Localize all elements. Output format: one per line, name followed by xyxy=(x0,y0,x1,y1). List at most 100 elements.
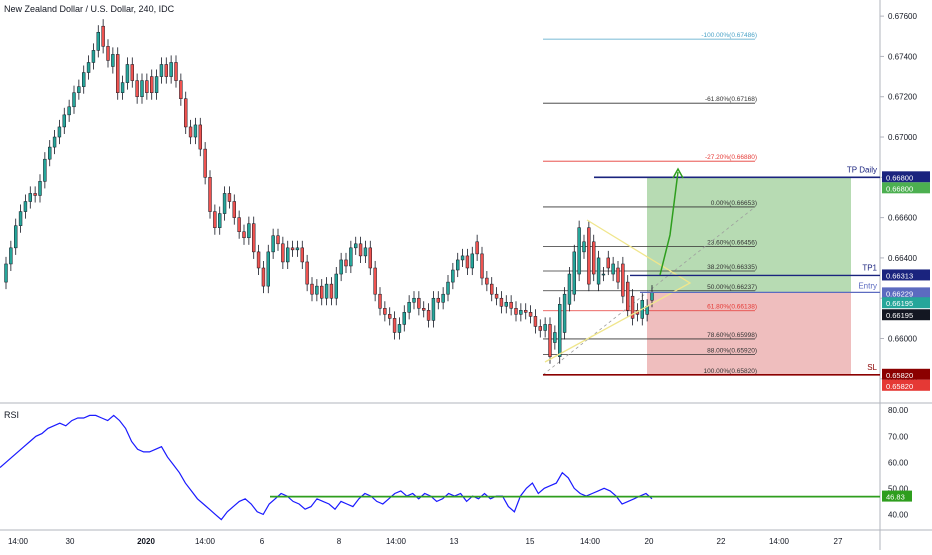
projection-arrow-head xyxy=(672,167,684,179)
candle-body xyxy=(460,255,465,261)
candle-body xyxy=(402,312,406,325)
candle-body xyxy=(553,332,557,343)
candle-body xyxy=(436,297,440,303)
candle-body xyxy=(208,177,212,212)
candle-body xyxy=(174,62,178,81)
fib-level-label: 50.00%(0.66237) xyxy=(707,284,757,291)
candle-body xyxy=(57,126,62,138)
price-axis-tick-label: 0.67000 xyxy=(888,133,917,142)
tp1-label: TP1 xyxy=(862,263,877,272)
candle-body xyxy=(349,247,353,267)
time-axis-tick-label: 14:00 xyxy=(386,537,407,546)
candle-body xyxy=(48,146,52,160)
rsi-panel-label: RSI xyxy=(4,410,20,420)
candle-body xyxy=(363,247,368,257)
candle-body xyxy=(106,46,110,61)
candle-body xyxy=(524,310,528,313)
candle-body xyxy=(494,293,499,299)
candle-body xyxy=(276,235,280,245)
candle-body xyxy=(281,243,285,263)
price-tag-label: 0.66800 xyxy=(886,184,913,193)
rsi-level-tag-label: 46.83 xyxy=(886,493,905,502)
candle-body xyxy=(227,193,232,202)
candle-body xyxy=(116,54,120,93)
candle-body xyxy=(82,72,86,87)
candle-body xyxy=(475,241,479,255)
candle-body xyxy=(582,241,586,253)
candle-body xyxy=(596,257,601,285)
candle-body xyxy=(77,86,81,93)
candle-body xyxy=(28,193,32,202)
time-axis-tick-label: 22 xyxy=(717,537,726,546)
fib-level-label: 0.00%(0.66653) xyxy=(711,200,757,207)
candle-body xyxy=(9,247,13,265)
candle-body xyxy=(290,247,295,251)
candle-body xyxy=(62,114,66,128)
tp-daily-label: TP Daily xyxy=(847,165,877,174)
candle-body xyxy=(125,64,130,83)
time-axis-tick-label: 15 xyxy=(526,537,535,546)
rsi-axis-tick-label: 70.00 xyxy=(888,432,909,441)
candle-body xyxy=(412,297,416,303)
candle-body xyxy=(621,263,625,297)
candle-body xyxy=(130,64,134,81)
candle-body xyxy=(242,231,246,239)
fib-level-label: 23.60%(0.66456) xyxy=(707,240,757,247)
time-axis-tick-label: 14:00 xyxy=(580,537,601,546)
candle-body xyxy=(592,241,596,275)
price-tag xyxy=(882,368,930,380)
candle-body xyxy=(159,64,164,77)
candle-body xyxy=(465,255,470,269)
price-axis-tick-label: 0.66400 xyxy=(888,254,917,263)
entry-label: Entry xyxy=(858,281,877,290)
candle-body xyxy=(203,148,207,178)
time-axis-tick-label: 2020 xyxy=(137,537,155,546)
candle-body xyxy=(72,92,76,108)
candle-body xyxy=(567,273,572,305)
price-axis-tick-label: 0.66600 xyxy=(888,214,917,223)
candle-body xyxy=(417,297,421,309)
time-axis-tick-label: 30 xyxy=(66,537,75,546)
price-axis-tick-label: 0.67600 xyxy=(888,12,917,21)
candle-body xyxy=(232,201,236,218)
candle-body xyxy=(101,25,105,47)
candle-body xyxy=(354,243,358,249)
candle-body xyxy=(470,253,474,269)
candle-body xyxy=(441,293,445,303)
time-axis-tick-label: 6 xyxy=(260,537,265,546)
price-tag xyxy=(882,379,930,391)
time-axis-tick-label: 13 xyxy=(450,537,459,546)
candle-body xyxy=(431,297,436,321)
candle-body xyxy=(324,283,329,299)
candle-body xyxy=(451,269,455,283)
price-tag xyxy=(882,297,930,309)
candle-body xyxy=(485,277,489,285)
candle-body xyxy=(188,126,193,138)
time-axis-tick-label: 14:00 xyxy=(8,537,29,546)
price-tag-label: 0.65820 xyxy=(886,382,913,391)
candle-body xyxy=(52,136,57,148)
candle-body xyxy=(426,310,431,321)
candle-body xyxy=(509,302,513,309)
triangle-pattern xyxy=(544,219,692,363)
rsi-level-tag xyxy=(882,490,912,502)
candle-body xyxy=(86,62,91,73)
candle-body xyxy=(504,302,508,307)
candle-body xyxy=(237,217,241,232)
candle-body xyxy=(344,259,348,267)
candle-body xyxy=(96,31,100,51)
time-axis-tick-label: 8 xyxy=(337,537,342,546)
candle-body xyxy=(247,223,251,239)
candle-body xyxy=(271,235,275,253)
candle-body xyxy=(261,267,266,287)
time-axis-tick-label: 14:00 xyxy=(769,537,790,546)
candle-body xyxy=(456,259,460,271)
candle-body xyxy=(218,213,222,228)
candle-body xyxy=(373,267,377,295)
candle-body xyxy=(383,308,387,315)
sl-label: SL xyxy=(867,363,877,372)
candle-body xyxy=(528,312,533,317)
candle-body xyxy=(111,54,115,67)
